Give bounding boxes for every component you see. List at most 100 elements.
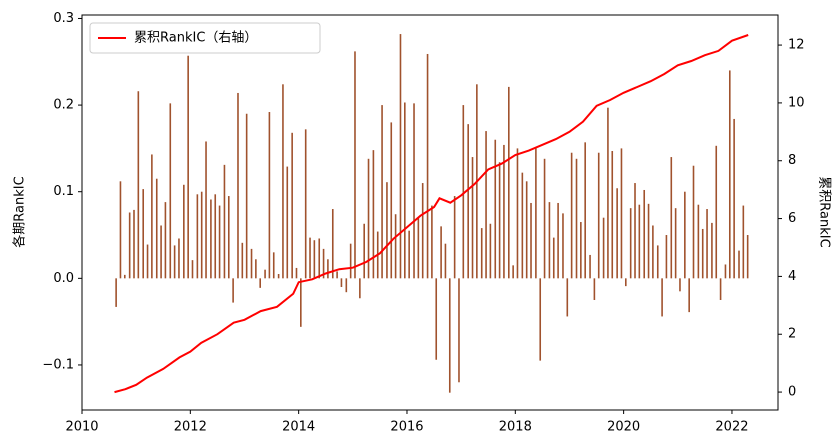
bar bbox=[295, 267, 298, 279]
y2-tick-label: 8 bbox=[788, 153, 796, 168]
bar bbox=[697, 204, 700, 279]
bar bbox=[715, 145, 718, 279]
bar bbox=[336, 271, 338, 279]
bar bbox=[250, 248, 253, 279]
line bbox=[114, 34, 749, 394]
y-tick-label: 0.2 bbox=[53, 98, 74, 113]
bar bbox=[164, 202, 167, 279]
bar bbox=[191, 260, 194, 279]
bar bbox=[272, 252, 275, 279]
bar bbox=[724, 264, 727, 279]
bar bbox=[746, 235, 749, 279]
bar bbox=[566, 278, 569, 317]
bar bbox=[394, 214, 397, 279]
bar bbox=[448, 278, 451, 393]
bar bbox=[151, 154, 153, 279]
bar bbox=[349, 243, 352, 279]
bar bbox=[647, 203, 650, 279]
bar bbox=[227, 196, 230, 279]
y2-tick-label: 2 bbox=[788, 327, 796, 342]
bar bbox=[489, 223, 492, 279]
bar bbox=[345, 278, 348, 293]
bar bbox=[593, 278, 596, 300]
bar bbox=[218, 205, 221, 279]
bar bbox=[462, 105, 465, 279]
bar bbox=[525, 181, 528, 279]
bar bbox=[354, 51, 356, 279]
bar bbox=[738, 250, 740, 279]
bar bbox=[205, 141, 207, 279]
bar bbox=[386, 182, 388, 279]
bar bbox=[494, 139, 497, 279]
x-tick-label: 2022 bbox=[715, 420, 748, 435]
bar bbox=[684, 191, 686, 279]
plot-frame bbox=[81, 14, 779, 411]
bar bbox=[539, 278, 542, 361]
bar bbox=[367, 158, 370, 279]
x-tick-label: 2010 bbox=[65, 420, 98, 435]
bar bbox=[516, 148, 519, 279]
x-tick-label: 2014 bbox=[282, 420, 315, 435]
bar bbox=[570, 152, 573, 279]
bar bbox=[291, 132, 293, 279]
bar bbox=[327, 259, 329, 279]
bar bbox=[508, 86, 510, 279]
bar bbox=[259, 278, 261, 288]
bar bbox=[480, 228, 483, 279]
bar bbox=[264, 269, 266, 279]
bar bbox=[282, 84, 284, 279]
bar bbox=[719, 278, 722, 300]
bar bbox=[742, 205, 745, 279]
bar bbox=[187, 55, 189, 279]
bar bbox=[620, 148, 623, 279]
bar bbox=[552, 237, 555, 279]
bar bbox=[435, 278, 438, 360]
bar bbox=[485, 131, 487, 279]
bar bbox=[611, 150, 614, 279]
legend-label: 累积RankIC（右轴） bbox=[134, 31, 257, 46]
bar bbox=[706, 209, 708, 279]
bar bbox=[616, 188, 618, 279]
bar bbox=[711, 222, 713, 279]
y-tick-label: 0.3 bbox=[53, 11, 74, 26]
bar bbox=[363, 223, 365, 279]
bar bbox=[440, 226, 442, 279]
x-tick-label: 2016 bbox=[390, 420, 423, 435]
bar bbox=[277, 274, 280, 279]
bar bbox=[340, 278, 343, 287]
bar bbox=[634, 183, 636, 279]
bar bbox=[268, 112, 271, 279]
bar bbox=[638, 204, 641, 279]
bar bbox=[255, 259, 257, 279]
bar bbox=[562, 213, 564, 279]
bar bbox=[656, 245, 659, 279]
bar bbox=[458, 278, 460, 383]
y2-tick-label: 0 bbox=[788, 385, 796, 400]
bar bbox=[661, 278, 663, 317]
bar bbox=[408, 230, 410, 279]
bar bbox=[665, 235, 668, 279]
y2-tick-label: 10 bbox=[788, 95, 805, 110]
bar bbox=[286, 166, 289, 279]
bar bbox=[589, 254, 591, 279]
bar bbox=[331, 209, 334, 279]
bar bbox=[543, 158, 546, 279]
bar bbox=[178, 238, 180, 279]
bar bbox=[701, 228, 704, 279]
bar bbox=[471, 157, 474, 279]
bar bbox=[733, 118, 735, 279]
bar bbox=[128, 212, 131, 279]
bar bbox=[232, 278, 234, 303]
bar bbox=[728, 70, 731, 279]
x-tick-label: 2012 bbox=[174, 420, 207, 435]
bar bbox=[498, 162, 501, 279]
bar bbox=[607, 107, 609, 279]
bar bbox=[137, 91, 140, 279]
bar bbox=[304, 129, 307, 279]
bar bbox=[643, 189, 646, 279]
bar bbox=[575, 158, 578, 279]
y-tick-label: 0.0 bbox=[53, 271, 74, 286]
x-tick-label: 2020 bbox=[607, 420, 640, 435]
bar bbox=[214, 194, 217, 279]
bar bbox=[146, 244, 149, 279]
